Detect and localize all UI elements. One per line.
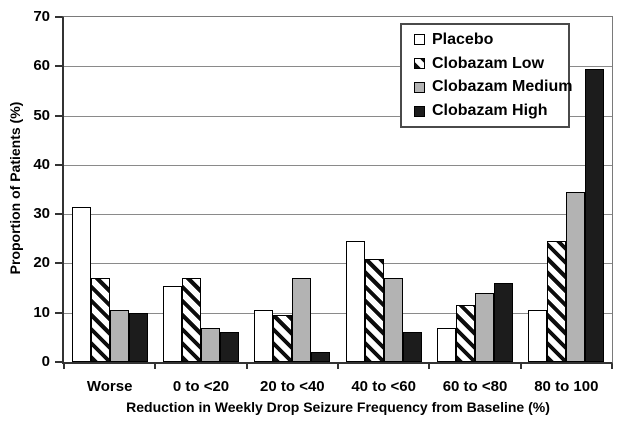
bar-clobazam-high-3 [402, 332, 422, 362]
x-tick-mark-2 [245, 364, 248, 369]
x-tick-mark-1 [154, 364, 157, 369]
x-tick-mark-6 [611, 364, 613, 369]
bar-clobazam-low-5 [547, 241, 567, 362]
y-tick-label-0: 0 [41, 353, 50, 370]
category-label-3: 40 to <60 [351, 378, 416, 395]
bar-clobazam-high-5 [585, 68, 605, 362]
y-tick-mark-70 [55, 16, 62, 18]
y-axis-title: Proportion of Patients (%) [7, 101, 23, 275]
bar-clobazam-low-0 [90, 278, 110, 362]
legend-item-placebo: Placebo [414, 31, 568, 49]
y-tick-label-60: 60 [33, 57, 50, 75]
gridline-60 [64, 66, 612, 68]
gridline-10 [64, 312, 612, 314]
bar-clobazam-medium-3 [383, 278, 403, 362]
bar-placebo-2 [254, 310, 274, 362]
x-tick-mark-0 [63, 364, 65, 369]
legend-swatch-icon [414, 58, 425, 70]
x-tick-mark-3 [337, 364, 339, 369]
legend-item-clobazam-medium: Clobazam Medium [414, 78, 572, 96]
bar-clobazam-medium-5 [566, 191, 586, 362]
y-tick-label-10: 10 [33, 303, 50, 321]
bar-clobazam-medium-1 [201, 327, 220, 362]
bar-clobazam-medium-0 [109, 310, 129, 362]
y-tick-mark-20 [55, 262, 62, 265]
y-tick-mark-40 [55, 163, 62, 166]
y-tick-mark-0 [55, 361, 62, 363]
y-tick-label-40: 40 [33, 155, 50, 173]
y-tick-mark-10 [55, 311, 62, 314]
gridline-30 [64, 214, 612, 216]
bar-clobazam-high-1 [220, 332, 239, 362]
gridline-50 [64, 115, 612, 117]
bar-placebo-4 [437, 327, 456, 362]
bar-clobazam-low-3 [364, 258, 384, 362]
y-tick-label-50: 50 [33, 106, 50, 124]
legend-item-clobazam-low: Clobazam Low [414, 55, 568, 73]
y-tick-label-70: 70 [33, 8, 50, 25]
category-label-0: Worse [86, 378, 133, 395]
category-label-2: 20 to <40 [260, 378, 325, 395]
x-tick-mark-5 [519, 364, 522, 369]
bar-clobazam-low-4 [456, 305, 475, 362]
bar-clobazam-high-4 [494, 283, 513, 362]
legend-label: Clobazam Medium [432, 78, 573, 96]
category-label-5: 80 to 100 [534, 378, 599, 395]
bar-placebo-1 [163, 285, 182, 362]
y-tick-label-20: 20 [33, 254, 50, 272]
bar-clobazam-high-2 [311, 352, 331, 362]
gridline-20 [64, 263, 612, 265]
legend-swatch-icon [414, 34, 425, 46]
bar-clobazam-medium-2 [292, 278, 312, 362]
legend-swatch-icon [414, 81, 425, 93]
legend-swatch-icon [414, 105, 425, 117]
bar-placebo-5 [528, 310, 548, 362]
y-tick-mark-30 [55, 213, 62, 216]
y-tick-mark-60 [55, 65, 62, 68]
x-tick-mark-4 [428, 364, 431, 369]
bar-placebo-0 [71, 206, 91, 362]
category-label-1: 0 to <20 [172, 378, 230, 395]
legend-label: Placebo [432, 30, 494, 48]
y-tick-label-30: 30 [33, 205, 50, 223]
bar-clobazam-low-1 [182, 278, 201, 362]
bar-clobazam-low-2 [273, 315, 293, 362]
legend-label: Clobazam Low [432, 54, 545, 72]
legend-label: Clobazam High [432, 102, 548, 120]
y-tick-mark-50 [55, 114, 62, 117]
bar-placebo-3 [345, 241, 365, 362]
legend-item-clobazam-high: Clobazam High [414, 102, 568, 120]
bar-clobazam-medium-4 [475, 293, 494, 362]
gridline-40 [64, 164, 612, 166]
category-label-4: 60 to <80 [442, 378, 508, 395]
x-axis-title: Reduction in Weekly Drop Seizure Frequen… [126, 399, 550, 415]
bar-clobazam-high-0 [128, 312, 148, 362]
legend: Placebo Clobazam Low Clobazam Medium Clobaz… [400, 23, 572, 128]
